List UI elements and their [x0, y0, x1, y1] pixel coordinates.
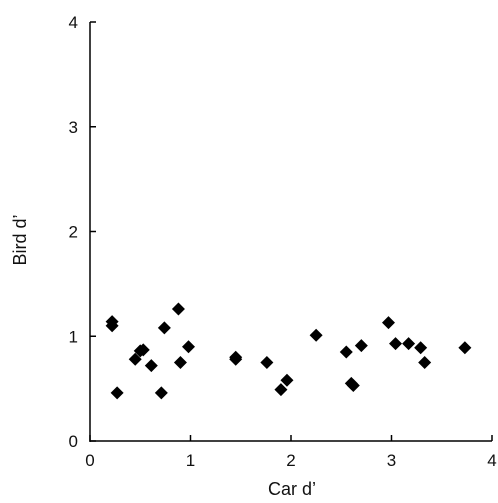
data-point	[105, 319, 119, 333]
data-point	[309, 328, 323, 342]
y-tick-label: 2	[69, 223, 78, 242]
data-point	[458, 341, 472, 355]
data-point	[346, 378, 360, 392]
y-axis-label: Bird d’	[10, 214, 30, 265]
data-point	[339, 345, 353, 359]
x-tick-label: 4	[487, 451, 496, 470]
data-point	[171, 302, 185, 316]
data-point	[154, 386, 168, 400]
data-point	[136, 343, 150, 357]
x-tick-label: 0	[85, 451, 94, 470]
y-tick-label: 1	[69, 327, 78, 346]
data-point	[389, 337, 403, 351]
data-point	[144, 359, 158, 373]
y-tick-label: 3	[69, 118, 78, 137]
data-point	[229, 352, 243, 366]
data-point	[173, 355, 187, 369]
data-point	[110, 386, 124, 400]
data-point	[274, 383, 288, 397]
data-point	[418, 355, 432, 369]
x-axis-label: Car d’	[268, 479, 316, 499]
data-point	[402, 337, 416, 351]
y-tick-label: 0	[69, 432, 78, 451]
x-tick-label: 1	[186, 451, 195, 470]
x-axis: 0 1 2 3 4	[85, 435, 497, 470]
y-tick-label: 4	[69, 13, 78, 32]
data-point	[414, 341, 428, 355]
data-point	[128, 352, 142, 366]
data-point	[280, 373, 294, 387]
data-point	[157, 321, 171, 335]
data-points	[105, 302, 472, 400]
x-tick-label: 3	[387, 451, 396, 470]
y-axis: 0 1 2 3 4	[69, 13, 96, 451]
data-point	[260, 355, 274, 369]
x-tick-label: 2	[286, 451, 295, 470]
data-point	[354, 339, 368, 353]
data-point	[381, 316, 395, 330]
data-point	[181, 340, 195, 354]
